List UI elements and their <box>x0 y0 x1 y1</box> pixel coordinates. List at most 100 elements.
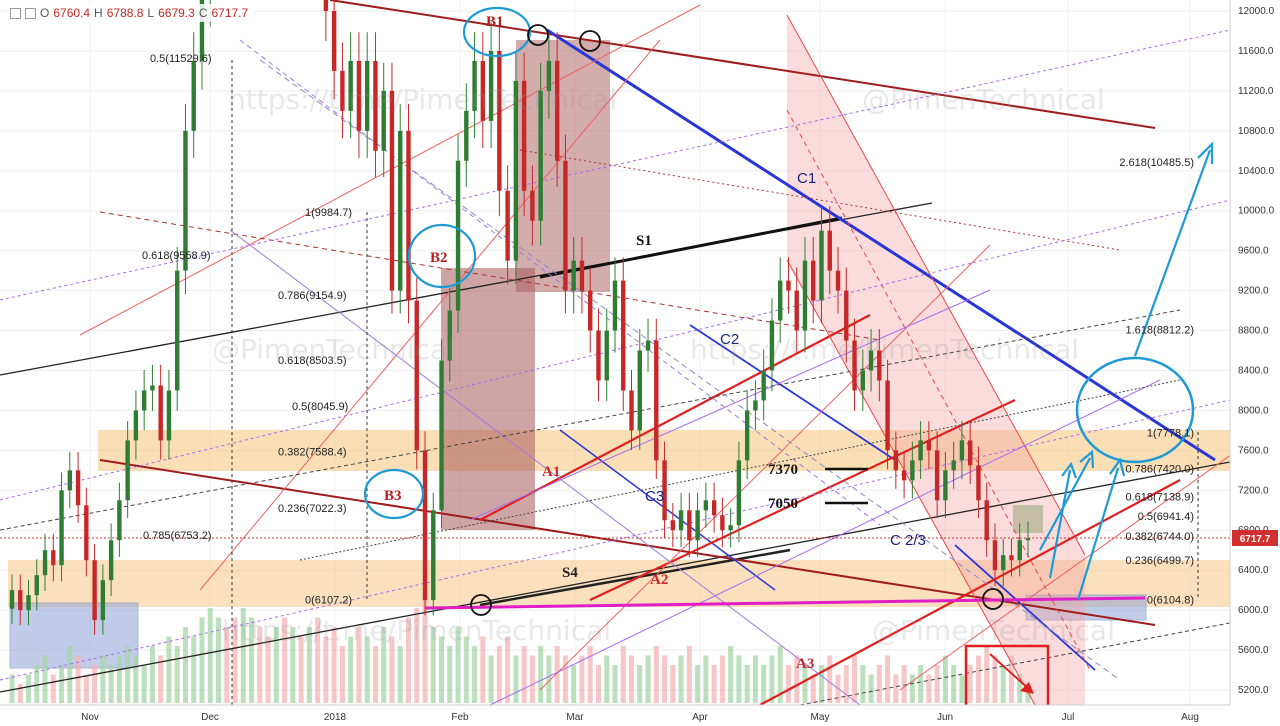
fib-label-left: 0.5(11529.6) <box>150 53 212 65</box>
low-value: 6679.3 <box>158 6 195 20</box>
volume-bar <box>926 674 932 703</box>
volume-bar <box>1017 674 1023 703</box>
volume-bar <box>265 636 271 703</box>
candle-body <box>984 500 989 541</box>
purple-line-6 <box>489 379 1161 705</box>
candle-body <box>728 525 733 531</box>
candle-body <box>472 60 477 111</box>
target-arrow-4 <box>1133 149 1212 357</box>
volume-bar <box>414 608 420 703</box>
volume-bar <box>703 655 709 703</box>
candle-body <box>571 260 576 291</box>
volume-bar <box>182 627 188 703</box>
purple-line-3 <box>0 399 1230 681</box>
candle-body <box>348 60 353 111</box>
volume-bar <box>9 674 15 703</box>
purple-line-2 <box>0 199 1230 501</box>
volume-bar <box>942 655 948 703</box>
legend-toggle-icon[interactable] <box>10 7 21 19</box>
candle-body <box>703 500 709 511</box>
volume-bar <box>364 636 370 703</box>
volume-bar <box>736 655 742 703</box>
candle-body <box>538 90 543 221</box>
volume-bar <box>992 655 998 703</box>
x-tick-label: Nov <box>81 712 99 723</box>
label-c2: C2 <box>720 331 739 348</box>
volume-bar <box>83 674 89 703</box>
volume-bar <box>653 646 659 703</box>
c2-line <box>689 324 896 461</box>
volume-bar <box>538 646 544 703</box>
y-tick-label: 9600.0 <box>1238 246 1269 257</box>
pink-channel-edge-2 <box>786 259 1036 705</box>
volume-bar <box>166 636 172 703</box>
volume-bar <box>141 665 147 703</box>
candle-body <box>488 50 494 121</box>
candle-body <box>42 550 48 576</box>
candle-body <box>373 60 378 151</box>
volume-bar <box>967 665 973 703</box>
y-tick-label: 7600.0 <box>1238 445 1269 456</box>
volume-bar <box>513 655 519 703</box>
price-axis <box>1230 0 1280 726</box>
volume-bar <box>331 627 337 703</box>
candle-body <box>331 11 337 71</box>
pink-channel <box>787 15 1085 705</box>
volume-bar <box>984 646 990 703</box>
legend-settings-icon[interactable] <box>25 7 36 19</box>
x-tick-label: Jul <box>1062 712 1075 723</box>
candle-body <box>967 440 973 466</box>
candle-body <box>794 290 799 331</box>
fib-label-left: 0.236(7022.3) <box>278 503 347 515</box>
candle-body <box>1001 555 1006 571</box>
volume-bar <box>810 674 816 703</box>
volume-bar <box>909 674 915 703</box>
candle-body <box>786 280 791 291</box>
volume-bar <box>282 617 288 703</box>
volume-bar <box>554 646 560 703</box>
y-tick-label: 8000.0 <box>1238 405 1269 416</box>
volume-bar <box>612 665 618 703</box>
red-arrow <box>989 653 1031 691</box>
volume-bar <box>595 665 601 703</box>
fib-label-right: 0.236(6499.7) <box>1126 555 1195 567</box>
candle-body <box>497 50 502 191</box>
candle-body <box>959 440 965 461</box>
volume-bar <box>893 674 899 703</box>
candle-body <box>588 290 593 331</box>
purple-line-4 <box>229 229 861 705</box>
last-price-label: 6717.7 <box>1240 534 1271 545</box>
volume-bar <box>34 665 40 703</box>
y-tick-label: 7200.0 <box>1238 485 1269 496</box>
volume-bar <box>785 665 791 703</box>
y-tick-label: 8400.0 <box>1238 365 1269 376</box>
y-tick-label: 11600.0 <box>1238 46 1274 57</box>
arrowhead-3 <box>1061 461 1078 479</box>
candle-body <box>505 190 510 261</box>
candle-body <box>133 410 139 441</box>
volume-bar <box>257 627 263 703</box>
candle-body <box>340 70 345 111</box>
volume-bar <box>1025 684 1031 703</box>
volume-bar <box>397 646 403 703</box>
b3-circle <box>363 468 425 520</box>
fib-label-right: 0(6104.8) <box>1147 595 1194 607</box>
volume-bar <box>975 655 981 703</box>
b3-line <box>99 459 1156 626</box>
volume-bar <box>67 646 73 703</box>
candle-body <box>406 130 411 301</box>
volume-bar <box>761 665 767 703</box>
volume-bar <box>951 665 957 703</box>
volume-bar <box>356 627 362 703</box>
magenta-support-line <box>424 596 1146 610</box>
candle-body <box>579 260 585 291</box>
y-tick-label: 5200.0 <box>1238 685 1269 696</box>
candle-body <box>26 595 31 611</box>
a2-line <box>589 399 1016 601</box>
candle-body <box>323 0 329 11</box>
candle-body <box>34 575 39 596</box>
volume-bar <box>17 684 23 703</box>
volume-bar <box>389 636 395 703</box>
pivot-circle-3 <box>470 594 492 616</box>
